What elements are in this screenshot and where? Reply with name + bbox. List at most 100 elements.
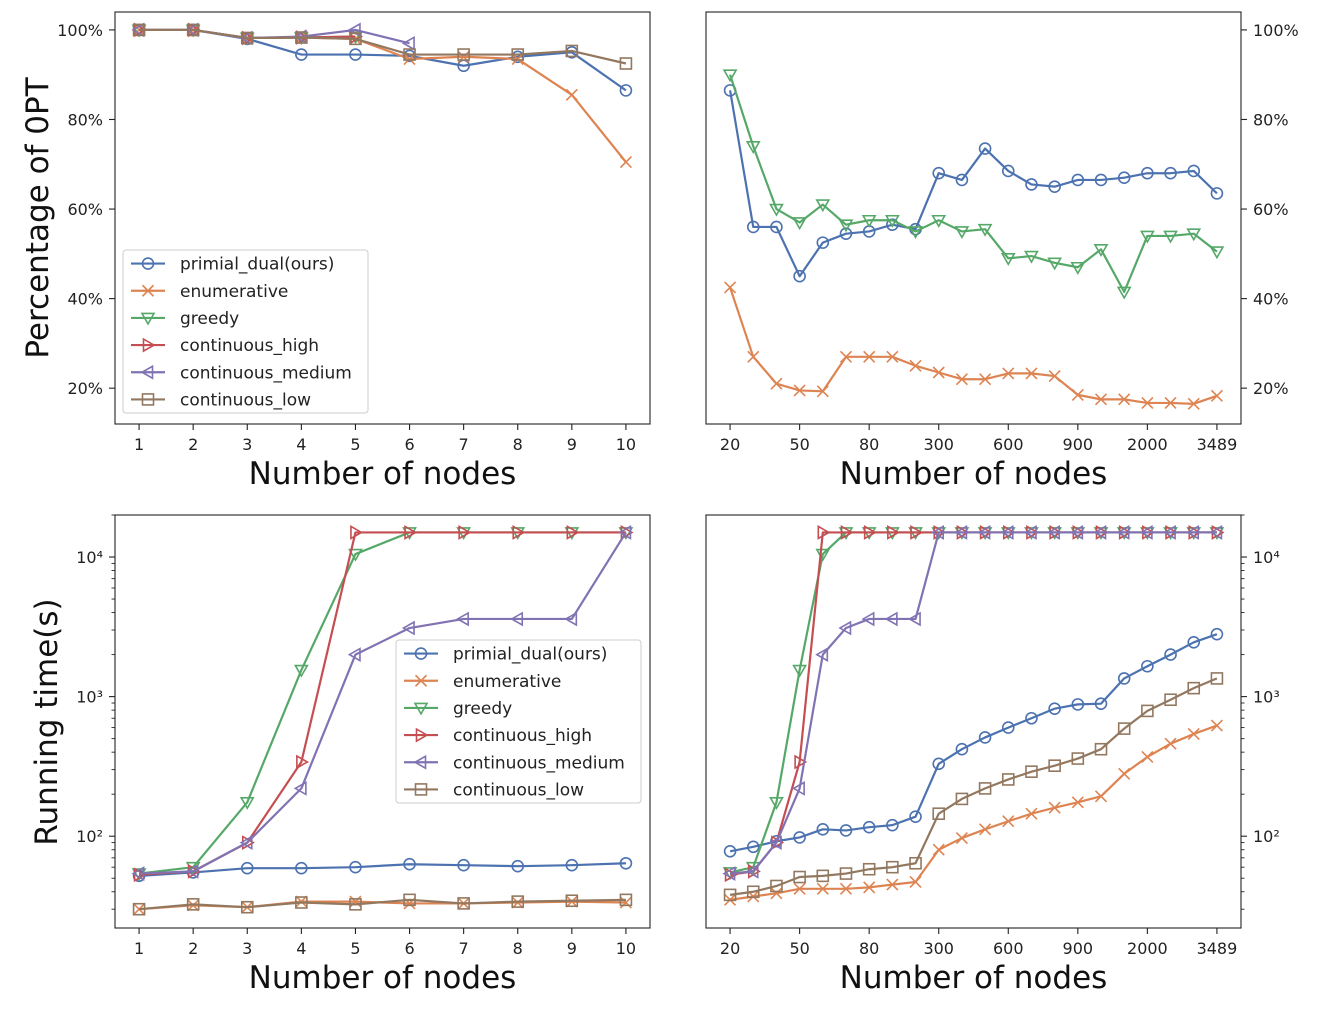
data-point (349, 32, 362, 46)
data-point (862, 862, 876, 876)
data-point (1141, 750, 1154, 763)
y-tick-label: 10⁴ (1253, 548, 1280, 567)
data-point (295, 896, 308, 909)
x-tick-label: 5 (350, 435, 360, 454)
x-axis-label: Number of nodes (249, 960, 517, 996)
data-point (456, 611, 469, 627)
data-point (746, 885, 760, 899)
data-point (1070, 525, 1084, 540)
x-tick-label: 300 (923, 435, 954, 454)
data-point (349, 898, 362, 911)
data-point (1187, 635, 1201, 649)
data-point (1094, 173, 1108, 187)
axes-frame (705, 514, 1242, 929)
x-tick-label: 3 (242, 939, 252, 958)
data-point (863, 350, 876, 363)
data-point (186, 23, 200, 37)
data-point (349, 860, 362, 874)
data-point (770, 377, 783, 390)
series-line (139, 28, 627, 163)
x-tick-label: 80 (859, 435, 879, 454)
data-point (907, 611, 921, 627)
data-point (909, 856, 922, 870)
data-point (1025, 807, 1038, 820)
data-point (792, 217, 808, 231)
data-point (1210, 719, 1223, 732)
x-tick-label: 2 (188, 435, 198, 454)
data-point (886, 878, 899, 891)
data-point (564, 611, 578, 627)
data-point (1210, 627, 1224, 641)
data-point (457, 858, 470, 872)
data-point (239, 835, 253, 850)
series-line (139, 531, 627, 875)
data-point (1187, 397, 1200, 410)
data-point (1025, 711, 1038, 725)
legend-label: primial_dual(ours) (453, 645, 607, 665)
data-point (240, 31, 254, 45)
data-point (909, 875, 922, 889)
series-line (139, 28, 627, 65)
data-point (931, 214, 947, 228)
data-point (724, 281, 737, 294)
legend-label: enumerative (180, 282, 288, 302)
data-point (861, 611, 875, 627)
data-point (619, 84, 633, 97)
x-tick-label: 3489 (1197, 939, 1238, 958)
data-point (1118, 393, 1131, 406)
data-point (403, 857, 416, 871)
data-point (909, 810, 922, 823)
data-point (932, 366, 945, 379)
x-tick-label: 900 (1063, 435, 1094, 454)
y-tick-label: 10² (1253, 827, 1280, 846)
data-point (1047, 257, 1063, 271)
data-point (1070, 261, 1086, 275)
data-point (863, 881, 876, 894)
x-tick-label: 600 (993, 435, 1024, 454)
x-tick-label: 9 (567, 435, 577, 454)
x-tick-label: 6 (404, 939, 414, 958)
data-point (510, 611, 524, 627)
data-point (1187, 164, 1201, 178)
data-point (239, 796, 255, 810)
data-point (185, 861, 201, 875)
data-point (793, 882, 806, 895)
axes-frame (114, 514, 651, 929)
panel-bottom-left: 1 2 3 4 5 6 7 8 9 10 10² 10³ 10⁴ Number of nodes Runni… (29, 514, 651, 996)
data-point (932, 807, 946, 820)
y-tick-label: 10² (76, 827, 103, 846)
data-point (978, 782, 992, 795)
legend-entry-continuous-medium: continuous_medium (131, 363, 352, 383)
data-point (1187, 681, 1201, 695)
y-tick-label: 20% (1253, 379, 1289, 398)
data-point (1164, 693, 1177, 707)
data-point (932, 166, 946, 180)
data-point (1001, 164, 1015, 178)
data-point (1186, 228, 1202, 242)
x-tick-label: 5 (350, 939, 360, 958)
data-point (1000, 253, 1016, 266)
x-tick-label: 3489 (1197, 435, 1238, 454)
series-primial-dual-ours (132, 856, 633, 883)
data-point (349, 48, 362, 61)
data-point (1163, 230, 1178, 244)
y-tick-label: 10⁴ (76, 548, 103, 567)
data-point (886, 860, 899, 874)
data-point (1118, 767, 1131, 780)
series-line (729, 677, 1218, 896)
data-point (932, 843, 945, 856)
legend-entry-continuous-high: continuous_high (131, 336, 319, 356)
data-point (1093, 525, 1107, 540)
data-point (770, 887, 783, 900)
series-continuous-low (723, 672, 1224, 902)
data-point (955, 742, 969, 756)
data-point (886, 350, 899, 363)
data-point (816, 236, 830, 249)
data-point (954, 226, 970, 240)
data-point (619, 155, 632, 169)
legend-entry-continuous-low: continuous_low (404, 780, 584, 800)
data-point (884, 214, 900, 228)
x-tick-label: 300 (923, 939, 954, 958)
data-point (458, 525, 472, 540)
